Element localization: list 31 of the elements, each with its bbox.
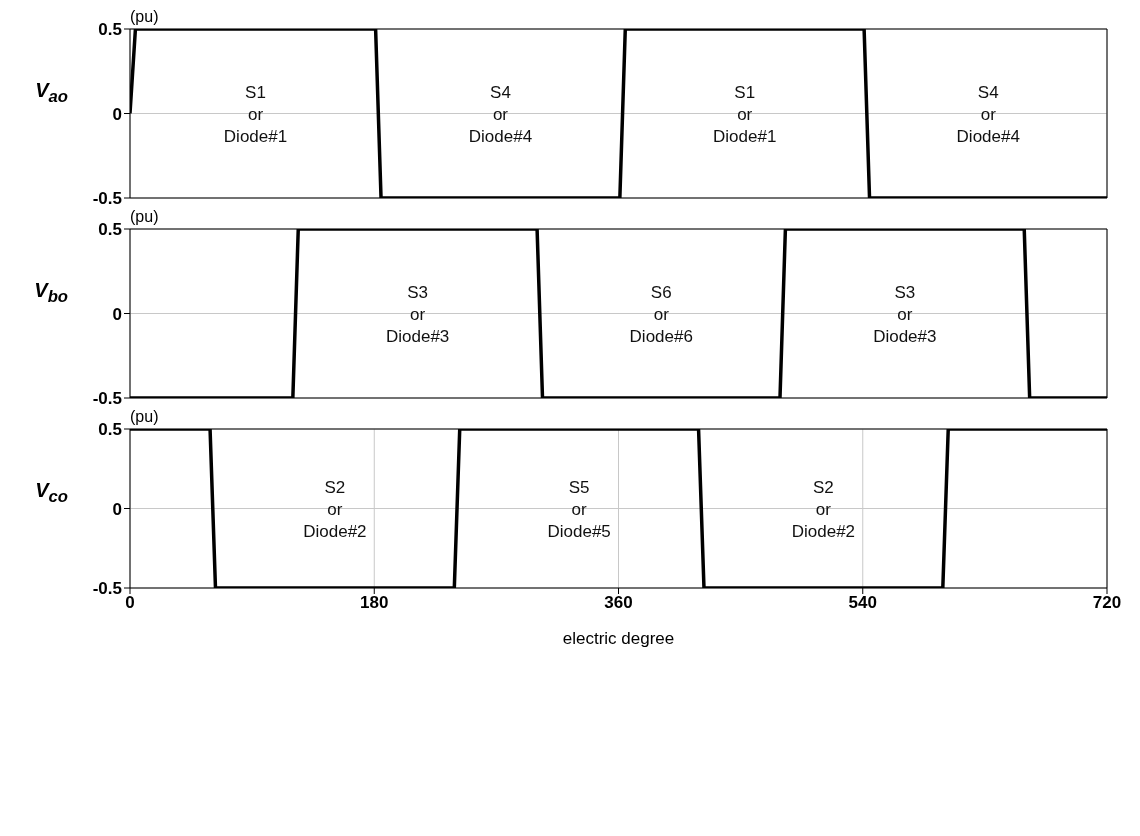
y-tick-label: -0.5 [92, 579, 122, 599]
x-tick-label: 0 [125, 593, 135, 613]
y-tick-label: 0.5 [98, 20, 122, 40]
y-tick-label: 0 [112, 304, 122, 324]
text: (pu) [130, 408, 159, 426]
x-axis-title: electric degree [562, 629, 675, 648]
y-tick-label: 0.5 [98, 220, 122, 240]
annotation: S4 or Diode#4 [956, 82, 1020, 145]
y-tick-label: 0 [112, 499, 122, 519]
annotation: S6 or Diode#6 [629, 282, 693, 345]
y-axis-title: V$_{co}$ [35, 479, 68, 507]
y-tick-label: 0.5 [98, 420, 122, 440]
annotation: S1 or Diode#1 [223, 82, 288, 145]
text: (pu) [130, 208, 159, 226]
annotation: S5 or Diode#5 [547, 477, 611, 540]
annotation: S2 or Diode#2 [791, 477, 856, 540]
annotation: S4 or Diode#4 [468, 82, 533, 145]
text: (pu) [130, 8, 159, 26]
y-tick-label: -0.5 [92, 189, 122, 209]
annotation: S2 or Diode#2 [303, 477, 367, 540]
annotation: S3 or Diode#3 [873, 282, 937, 345]
y-axis-title: V$_{ao}$ [35, 79, 68, 107]
x-tick-label: 720 [1092, 593, 1122, 613]
y-tick-label: 0 [112, 104, 122, 124]
y-tick-label: -0.5 [92, 389, 122, 409]
y-axis-title: V$_{bo}$ [34, 279, 68, 307]
x-tick-label: 360 [604, 593, 633, 613]
x-tick-label: 180 [360, 593, 389, 613]
annotation: S1 or Diode#1 [713, 82, 777, 145]
x-tick-label: 540 [848, 593, 877, 613]
annotation: S3 or Diode#3 [386, 282, 450, 345]
